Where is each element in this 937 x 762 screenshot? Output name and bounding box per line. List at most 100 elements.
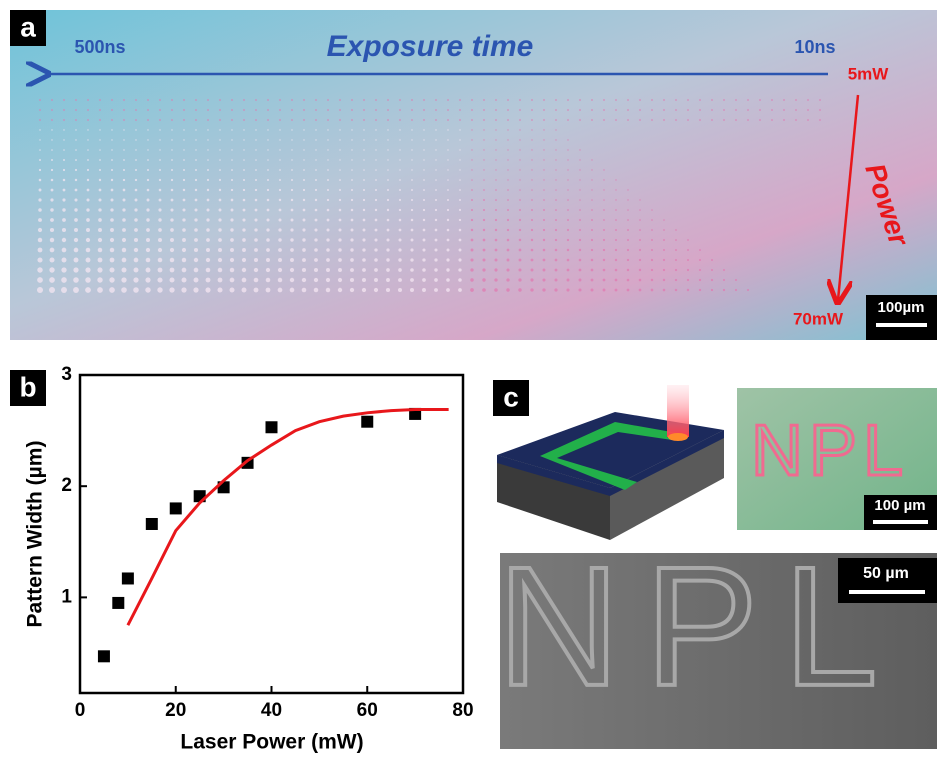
dot (519, 129, 520, 130)
dot (483, 199, 485, 201)
dot (699, 269, 701, 271)
dot (530, 288, 533, 291)
dot (591, 209, 593, 211)
dot (49, 267, 54, 272)
dot (291, 139, 292, 140)
dot (579, 189, 580, 190)
dot (699, 259, 701, 261)
dot (375, 179, 377, 181)
dot (435, 179, 437, 181)
dot (459, 229, 462, 232)
dot (411, 219, 414, 222)
dot (435, 149, 436, 150)
y-tick-label: 2 (61, 475, 72, 496)
dot (411, 239, 414, 242)
dot (122, 208, 125, 211)
dot (446, 258, 449, 261)
dot (411, 199, 413, 201)
dot (579, 179, 580, 180)
dot (483, 99, 485, 101)
dot (339, 139, 340, 140)
dot (807, 119, 809, 121)
dot (206, 248, 210, 252)
dot (195, 139, 196, 140)
dot (531, 109, 533, 111)
dot (555, 159, 556, 160)
dot (483, 149, 484, 150)
dot (687, 249, 689, 251)
dot (819, 119, 821, 121)
dot (627, 219, 629, 221)
dot (459, 169, 460, 170)
dot (254, 218, 257, 221)
dot (723, 109, 725, 111)
dot (98, 258, 103, 263)
dot (687, 119, 689, 121)
dot (375, 189, 377, 191)
dot (435, 129, 436, 130)
dot (675, 109, 677, 111)
dot (747, 99, 749, 101)
dot (507, 199, 509, 201)
dot (374, 278, 378, 282)
dot (543, 119, 545, 121)
dot (495, 179, 496, 180)
dot (363, 179, 365, 181)
dot (206, 218, 209, 221)
dot (231, 149, 232, 150)
dot (711, 279, 713, 281)
dot (363, 229, 366, 232)
dot (230, 248, 234, 252)
dot (183, 179, 185, 181)
dot (375, 109, 377, 111)
dot (459, 189, 461, 191)
dot (783, 109, 785, 111)
dot (255, 99, 257, 101)
dot (279, 139, 280, 140)
dot (507, 209, 509, 211)
dot (147, 189, 150, 192)
dot (542, 288, 545, 291)
dot (435, 199, 437, 201)
dot (639, 209, 641, 211)
dot (495, 139, 496, 140)
dot (158, 258, 163, 263)
fit-line (128, 409, 449, 625)
dot (218, 258, 222, 262)
dot (267, 149, 268, 150)
dot (675, 269, 677, 271)
dot (314, 248, 318, 252)
dot (446, 268, 449, 271)
dot (351, 109, 353, 111)
dot (507, 149, 508, 150)
dot (158, 218, 161, 221)
dot (639, 229, 641, 231)
dot (181, 287, 186, 292)
dot (531, 99, 533, 101)
dot (230, 238, 234, 242)
dot (507, 129, 508, 130)
dot (145, 287, 150, 292)
dot (303, 209, 306, 212)
dot (495, 189, 497, 191)
dot (74, 208, 77, 211)
dot (795, 119, 797, 121)
dot (651, 99, 653, 101)
dot (567, 179, 568, 180)
dot (171, 199, 174, 202)
dot (531, 139, 532, 140)
dot (291, 179, 293, 181)
dot (495, 119, 497, 121)
dot (350, 238, 353, 241)
dot (350, 248, 353, 251)
dot (63, 159, 65, 161)
dot (567, 229, 569, 231)
dot (495, 209, 497, 211)
dot (219, 159, 221, 161)
dot (423, 189, 425, 191)
dot (423, 149, 424, 150)
dot (86, 258, 91, 263)
dot (109, 277, 114, 282)
dot (579, 219, 581, 221)
dot (218, 238, 222, 242)
